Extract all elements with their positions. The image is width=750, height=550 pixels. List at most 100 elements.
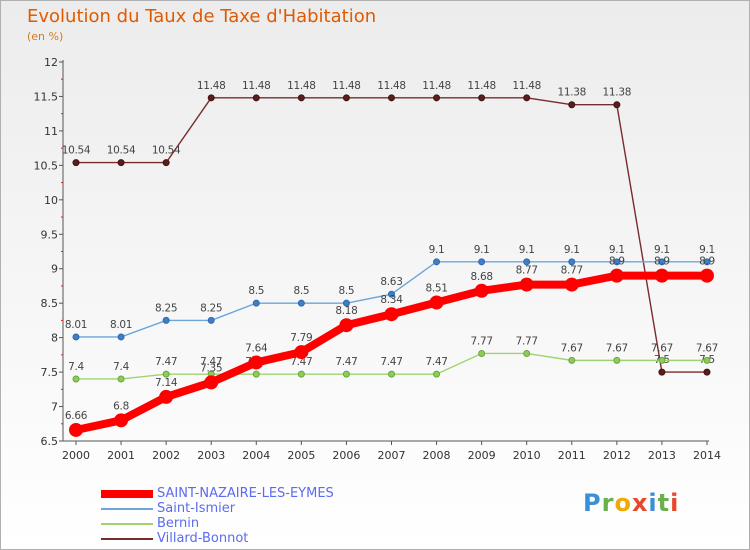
data-label: 10.54 <box>107 145 136 157</box>
series-line-3 <box>75 97 708 373</box>
data-point <box>387 290 395 298</box>
data-point <box>658 258 666 266</box>
data-label: 7.14 <box>155 377 178 389</box>
data-point <box>654 268 669 283</box>
data-label: 7.67 <box>606 342 628 354</box>
y-tick-label: 10 <box>44 194 58 207</box>
data-label: 10.54 <box>62 145 91 157</box>
data-point <box>162 316 170 324</box>
chart-title: Evolution du Taux de Taxe d'Habitation <box>27 6 377 27</box>
x-tick-label: 2011 <box>558 449 586 462</box>
data-label: 6.66 <box>65 410 88 422</box>
data-label: 8.63 <box>380 276 402 288</box>
data-point <box>384 307 399 322</box>
y-tick-label: 11.5 <box>34 90 59 103</box>
data-label: 9.1 <box>699 244 715 256</box>
data-point <box>207 316 215 324</box>
data-point <box>117 375 125 383</box>
data-point <box>252 299 260 307</box>
data-label: 8.18 <box>335 305 357 317</box>
data-point <box>339 318 354 333</box>
data-point <box>523 349 531 357</box>
data-label: 7.79 <box>290 332 312 344</box>
y-tick-label: 12 <box>44 56 58 69</box>
data-label: 8.9 <box>654 256 670 268</box>
data-label: 11.48 <box>332 80 361 92</box>
data-label: 7.67 <box>561 342 583 354</box>
data-point <box>609 268 624 283</box>
y-tick-label: 9.5 <box>41 228 59 241</box>
data-label: 11.48 <box>422 80 451 92</box>
data-point <box>433 94 441 102</box>
data-label: 7.64 <box>245 342 268 354</box>
data-point <box>703 356 711 364</box>
data-point <box>342 370 350 378</box>
data-label: 11.38 <box>603 87 632 99</box>
x-tick-label: 2007 <box>377 449 405 462</box>
data-point <box>703 258 711 266</box>
data-point <box>72 333 80 341</box>
data-label: 8.25 <box>155 302 177 314</box>
legend-label: SAINT-NAZAIRE-LES-EYMES <box>157 486 334 501</box>
y-tick-label: 7.5 <box>41 366 59 379</box>
data-label: 8.77 <box>516 265 538 277</box>
data-point <box>564 277 579 292</box>
x-tick-label: 2013 <box>648 449 676 462</box>
data-point <box>387 94 395 102</box>
data-point <box>703 368 711 376</box>
data-label: 11.48 <box>287 80 316 92</box>
x-tick-label: 2003 <box>197 449 225 462</box>
legend-label: Bernin <box>157 516 200 531</box>
data-label: 8.01 <box>65 319 87 331</box>
data-label: 7.35 <box>200 362 222 374</box>
data-point <box>658 356 666 364</box>
data-point <box>429 295 444 310</box>
data-point <box>478 258 486 266</box>
data-point <box>342 94 350 102</box>
data-label: 9.1 <box>609 244 625 256</box>
data-point <box>523 94 531 102</box>
x-tick-label: 2004 <box>242 449 270 462</box>
data-label: 8.9 <box>699 256 715 268</box>
data-label: 9.1 <box>429 244 445 256</box>
data-point <box>297 94 305 102</box>
data-point <box>117 333 125 341</box>
legend-label: Saint-Ismier <box>157 501 236 516</box>
data-point <box>613 258 621 266</box>
data-point <box>474 283 489 298</box>
legend-swatch <box>101 538 153 540</box>
data-label: 9.1 <box>519 244 535 256</box>
data-point <box>69 422 83 437</box>
data-label: 7.67 <box>696 342 718 354</box>
data-point <box>699 268 714 283</box>
data-point <box>162 370 170 378</box>
x-tick-label: 2001 <box>107 449 135 462</box>
data-point <box>159 389 174 404</box>
data-point <box>342 299 350 307</box>
y-tick-label: 8.5 <box>41 297 59 310</box>
data-point <box>613 101 621 109</box>
y-tick-label: 6.5 <box>41 435 59 448</box>
data-point <box>658 368 666 376</box>
data-label: 8.9 <box>609 256 625 268</box>
data-point <box>478 349 486 357</box>
data-label: 8.77 <box>561 265 583 277</box>
x-tick-label: 2006 <box>332 449 360 462</box>
data-label: 8.5 <box>339 285 355 297</box>
y-tick-label: 7 <box>51 401 58 414</box>
data-point <box>72 375 80 383</box>
y-tick-label: 9 <box>51 263 58 276</box>
x-tick-label: 2000 <box>62 449 90 462</box>
data-point <box>568 258 576 266</box>
proxiti-logo: Proxiti <box>583 489 680 517</box>
data-label: 8.34 <box>380 294 403 306</box>
data-label: 7.47 <box>290 356 312 368</box>
legend-label: Villard-Bonnot <box>157 531 249 546</box>
data-point <box>297 299 305 307</box>
data-point <box>387 370 395 378</box>
data-point <box>568 101 576 109</box>
data-label: 7.4 <box>113 361 129 373</box>
data-point <box>433 258 441 266</box>
data-label: 9.1 <box>474 244 490 256</box>
data-point <box>252 370 260 378</box>
